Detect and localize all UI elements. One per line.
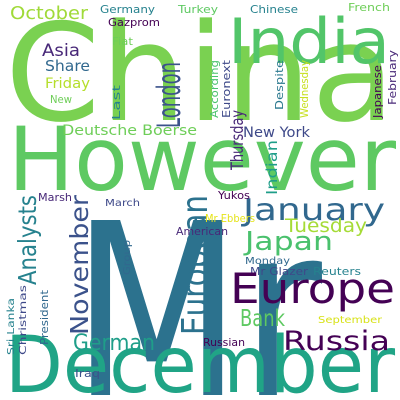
word: German xyxy=(73,331,155,356)
word: September xyxy=(318,315,383,326)
word: January xyxy=(241,193,385,228)
word: Iraq xyxy=(75,367,100,380)
word: Euronext xyxy=(220,59,233,118)
word: Europe xyxy=(230,264,395,313)
word: Thursday xyxy=(228,110,248,171)
word: February xyxy=(386,49,399,105)
word: Russia xyxy=(283,326,390,357)
word: London xyxy=(150,62,188,128)
word: American xyxy=(176,225,228,238)
word: Bank xyxy=(240,306,286,332)
word: Japanese xyxy=(371,65,384,119)
word: President xyxy=(38,289,51,345)
word: China xyxy=(5,0,395,152)
word: Mr xyxy=(72,172,322,400)
word: Group xyxy=(122,240,133,275)
word: Chinese xyxy=(250,3,298,16)
word: Turkey xyxy=(177,3,219,16)
word: December xyxy=(5,321,396,400)
word: Russian xyxy=(203,336,245,349)
word: Japan xyxy=(243,227,333,257)
word: Share xyxy=(45,57,90,75)
word: Wednesday xyxy=(298,60,311,118)
word: November xyxy=(65,194,94,335)
word: Fiat xyxy=(112,35,134,48)
word: Christmas xyxy=(18,285,29,355)
word: New York xyxy=(243,125,311,141)
word: Gazprom xyxy=(108,16,160,29)
word: Mr Ebbers xyxy=(205,212,255,225)
word: Deutsche Boerse xyxy=(62,123,197,139)
word: Indian xyxy=(263,140,281,195)
word: However xyxy=(8,108,397,211)
word: Reuters xyxy=(313,265,361,278)
word: Yukos xyxy=(217,189,250,202)
word: European xyxy=(175,195,216,335)
word: Analysts xyxy=(13,195,42,285)
word: Germany xyxy=(100,3,156,16)
word: Marsh xyxy=(38,191,72,204)
word: Asia xyxy=(42,41,80,61)
word: October xyxy=(10,3,89,24)
word: Tuesday xyxy=(284,215,367,237)
word: Monday xyxy=(245,256,290,267)
word: Despite xyxy=(273,60,286,110)
word: French xyxy=(348,1,390,14)
word: March xyxy=(105,198,140,209)
word: According xyxy=(208,60,221,118)
word: Mr Glazer xyxy=(250,265,309,278)
word: New xyxy=(50,93,72,106)
word: Last xyxy=(110,84,123,120)
word: India xyxy=(228,5,390,78)
word: Sri Lanka xyxy=(6,298,17,355)
word: Friday xyxy=(45,76,90,92)
